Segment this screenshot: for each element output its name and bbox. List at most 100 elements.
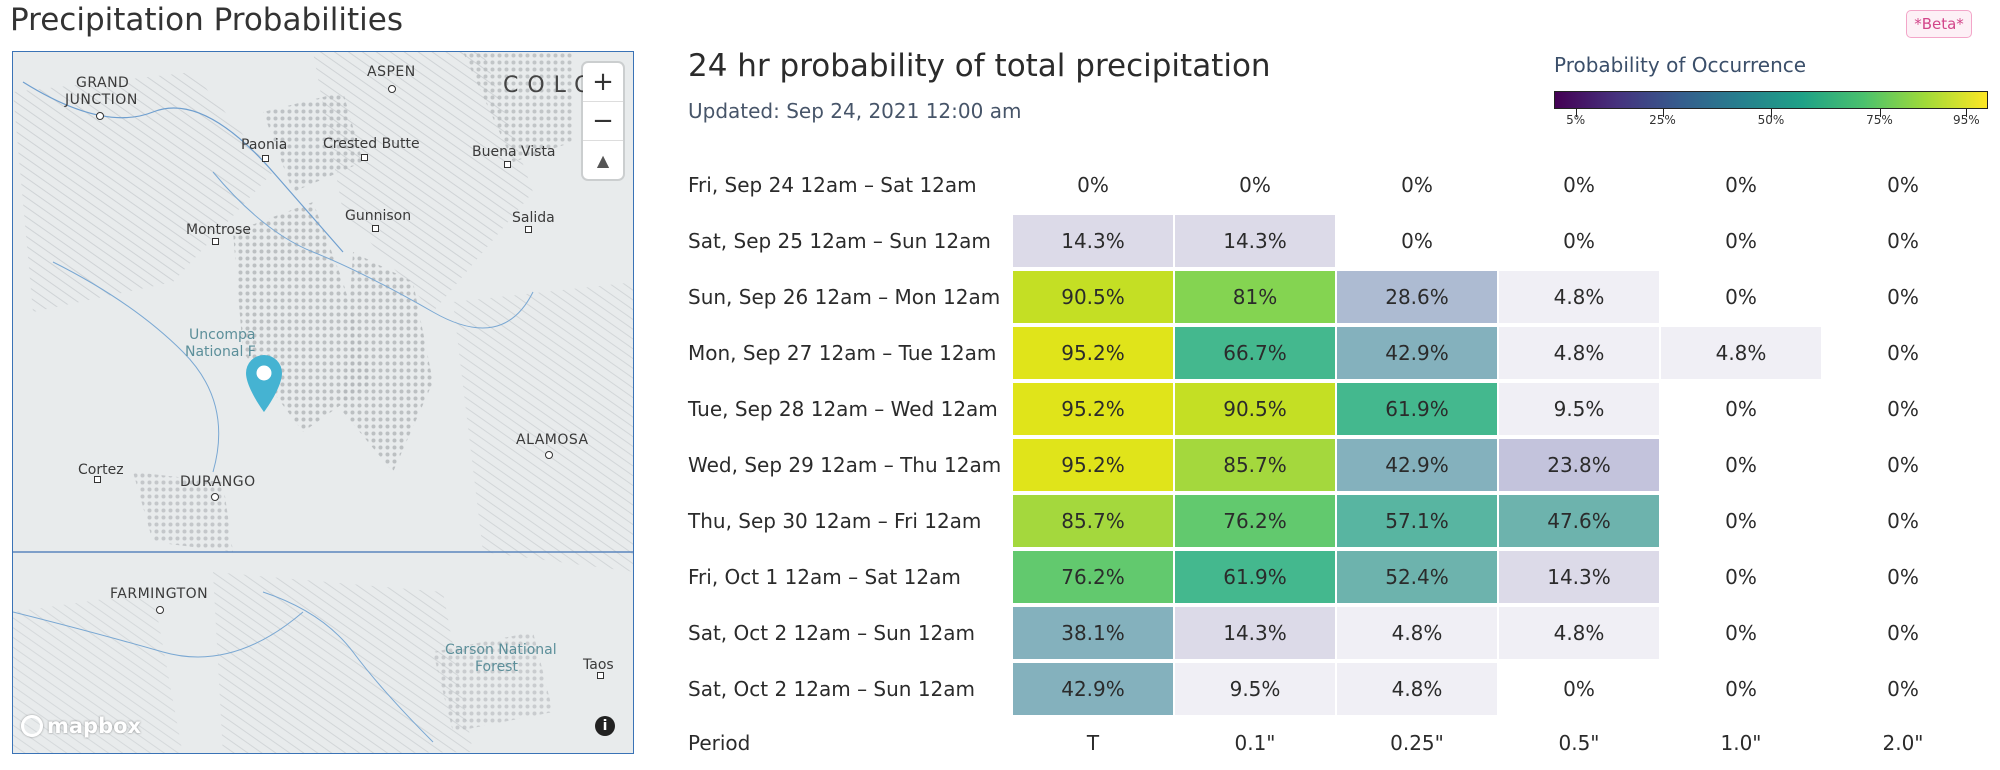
- heatmap-cell: 0%: [1887, 285, 1919, 309]
- row-period-label: Fri, Oct 1 12am – Sat 12am: [688, 565, 961, 589]
- row-period-label: Sun, Sep 26 12am – Mon 12am: [688, 285, 1001, 309]
- map-label-gunnison: Gunnison: [345, 208, 412, 224]
- heatmap-cell: 81%: [1175, 271, 1335, 323]
- heatmap-cell: 52.4%: [1337, 551, 1497, 603]
- heatmap-cell: 0%: [1725, 173, 1757, 197]
- mapbox-logo[interactable]: mapbox: [21, 714, 141, 738]
- column-header: 0.25": [1390, 731, 1444, 755]
- heatmap-cell: 0%: [1887, 509, 1919, 533]
- town-marker: [597, 672, 604, 679]
- map-label-national-forest: National F: [185, 344, 256, 360]
- heatmap-cell: 0%: [1887, 341, 1919, 365]
- heatmap-cell: 0%: [1887, 565, 1919, 589]
- legend-tick: [1771, 109, 1772, 117]
- chart-title: 24 hr probability of total precipitation: [688, 48, 1271, 84]
- legend-tick-label: 75%: [1866, 113, 1893, 127]
- map-label-paonia: Paonia: [241, 137, 288, 153]
- heatmap-cell: 4.8%: [1499, 327, 1659, 379]
- heatmap-cell: 0%: [1077, 173, 1109, 197]
- heatmap-cell: 0%: [1725, 397, 1757, 421]
- compass-button[interactable]: ▲: [596, 150, 610, 170]
- legend-tick-label: 95%: [1952, 113, 1980, 127]
- heatmap-cell: 4.8%: [1499, 607, 1659, 659]
- heatmap-cell: 0%: [1725, 285, 1757, 309]
- town-marker: [504, 161, 511, 168]
- town-marker: [361, 154, 368, 161]
- heatmap-cell: 14.3%: [1499, 551, 1659, 603]
- map-label-alamosa: ALAMOSA: [516, 432, 589, 448]
- row-period-label: Mon, Sep 27 12am – Tue 12am: [688, 341, 997, 365]
- column-header: T: [1086, 731, 1100, 755]
- heatmap-cell: 0%: [1563, 677, 1595, 701]
- heatmap-cell: 0%: [1887, 677, 1919, 701]
- map-label-cortez: Cortez: [78, 462, 124, 478]
- heatmap-cell: 0%: [1887, 397, 1919, 421]
- period-axis-label: Period: [688, 731, 751, 755]
- city-marker: [96, 112, 104, 120]
- legend-tick: [1662, 109, 1664, 117]
- legend-tick: [1575, 109, 1577, 117]
- row-period-label: Sat, Oct 2 12am – Sun 12am: [688, 621, 976, 645]
- city-marker: [156, 606, 164, 614]
- row-period-label: Thu, Sep 30 12am – Fri 12am: [688, 509, 982, 533]
- mapbox-logo-icon: [21, 715, 43, 737]
- mapbox-logo-text: mapbox: [47, 714, 142, 738]
- heatmap-cell: 95.2%: [1013, 439, 1173, 491]
- heatmap-cell: 57.1%: [1337, 495, 1497, 547]
- map-label-region: COLO: [503, 73, 601, 98]
- heatmap-cell: 0%: [1887, 229, 1919, 253]
- heatmap-cell: 0%: [1725, 229, 1757, 253]
- attribution-info-icon[interactable]: i: [595, 716, 615, 736]
- heatmap-cell: 85.7%: [1175, 439, 1335, 491]
- heatmap-cell: 0%: [1725, 677, 1757, 701]
- heatmap-cell: 0%: [1725, 621, 1757, 645]
- map-view[interactable]: GRAND JUNCTION ASPEN COLO Paonia Crested…: [12, 51, 634, 754]
- legend-tick-label: 25%: [1649, 113, 1676, 127]
- heatmap-cell: 61.9%: [1175, 551, 1335, 603]
- map-pin-icon[interactable]: [243, 352, 285, 414]
- heatmap-cell: 42.9%: [1013, 663, 1173, 715]
- map-controls: + − ▲: [583, 63, 623, 179]
- heatmap-cell: 0%: [1401, 173, 1433, 197]
- legend-tick: [1879, 109, 1881, 117]
- town-marker: [525, 226, 532, 233]
- heatmap-cell: 9.5%: [1499, 383, 1659, 435]
- map-label-durango: DURANGO: [180, 474, 256, 490]
- zoom-in-button[interactable]: +: [583, 63, 623, 102]
- town-marker: [262, 155, 269, 162]
- heatmap-cell: 38.1%: [1013, 607, 1173, 659]
- legend-tick: [1966, 109, 1968, 117]
- row-period-label: Sat, Oct 2 12am – Sun 12am: [688, 677, 976, 701]
- heatmap-cell: 0%: [1887, 621, 1919, 645]
- updated-timestamp: Updated: Sep 24, 2021 12:00 am: [688, 99, 1022, 123]
- map-label-uncompahgre: Uncompa: [189, 327, 256, 343]
- zoom-out-button[interactable]: −: [583, 102, 623, 141]
- heatmap-cell: 0%: [1563, 173, 1595, 197]
- map-label-montrose: Montrose: [186, 222, 251, 238]
- heatmap-cell: 0%: [1563, 229, 1595, 253]
- heatmap-cell: 90.5%: [1175, 383, 1335, 435]
- heatmap-cell: 0%: [1725, 509, 1757, 533]
- heatmap-cell: 0%: [1887, 173, 1919, 197]
- column-header: 0.1": [1234, 731, 1276, 755]
- city-marker: [211, 493, 219, 501]
- heatmap-cell: 0%: [1239, 173, 1271, 197]
- heatmap-cell: 85.7%: [1013, 495, 1173, 547]
- map-label-taos: Taos: [583, 657, 614, 673]
- map-label-aspen: ASPEN: [367, 64, 416, 80]
- heatmap-cell: 95.2%: [1013, 383, 1173, 435]
- map-label-buena-vista: Buena Vista: [472, 144, 556, 160]
- heatmap-cell: 14.3%: [1175, 607, 1335, 659]
- heatmap-cell: 9.5%: [1175, 663, 1335, 715]
- heatmap-cell: 28.6%: [1337, 271, 1497, 323]
- column-header: 0.5": [1558, 731, 1600, 755]
- heatmap-cell: 4.8%: [1499, 271, 1659, 323]
- beta-badge: *Beta*: [1906, 10, 1972, 38]
- heatmap-cell: 66.7%: [1175, 327, 1335, 379]
- heatmap-cell: 47.6%: [1499, 495, 1659, 547]
- heatmap-cell: 23.8%: [1499, 439, 1659, 491]
- map-label-crested-butte: Crested Butte: [323, 136, 420, 152]
- heatmap-cell: 42.9%: [1337, 439, 1497, 491]
- map-terrain: [13, 52, 633, 753]
- map-label-carson-forest: Forest: [475, 659, 518, 675]
